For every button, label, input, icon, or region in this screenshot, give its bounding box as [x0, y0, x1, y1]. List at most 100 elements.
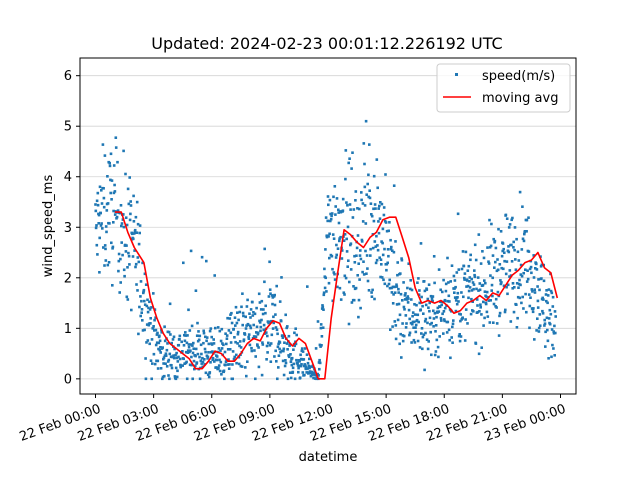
scatter-point — [432, 317, 436, 320]
scatter-point — [133, 230, 137, 233]
scatter-point — [395, 303, 399, 306]
scatter-point — [370, 291, 373, 294]
scatter-point — [336, 285, 339, 289]
scatter-point — [229, 331, 233, 335]
scatter-point — [334, 213, 337, 216]
scatter-point — [440, 303, 443, 307]
scatter-point — [376, 248, 380, 252]
scatter-point — [502, 247, 505, 251]
scatter-point — [113, 213, 117, 216]
scatter-point — [347, 322, 351, 326]
scatter-point — [393, 285, 396, 289]
scatter-point — [461, 316, 464, 319]
scatter-point — [286, 377, 290, 381]
scatter-point — [329, 219, 332, 223]
scatter-point — [542, 298, 545, 301]
scatter-point — [246, 360, 249, 363]
scatter-point — [246, 298, 249, 302]
scatter-point — [543, 318, 546, 322]
scatter-point — [362, 273, 366, 276]
scatter-point — [201, 356, 204, 360]
scatter-point — [168, 302, 172, 306]
scatter-point — [106, 202, 110, 205]
scatter-point — [424, 317, 428, 321]
scatter-point — [248, 324, 252, 328]
scatter-point — [424, 331, 427, 335]
scatter-point — [134, 265, 137, 269]
scatter-point — [252, 311, 255, 314]
scatter-point — [224, 360, 228, 364]
scatter-point — [543, 324, 546, 327]
scatter-point — [378, 204, 381, 208]
scatter-point — [134, 262, 138, 266]
scatter-point — [158, 348, 162, 352]
scatter-point — [531, 310, 535, 314]
scatter-point — [125, 244, 128, 247]
scatter-point — [204, 335, 207, 339]
scatter-point — [550, 291, 554, 295]
scatter-point — [512, 246, 515, 249]
scatter-point — [263, 247, 266, 251]
scatter-point — [386, 248, 390, 251]
scatter-point — [432, 255, 436, 258]
scatter-point — [418, 289, 421, 292]
scatter-point — [537, 326, 541, 330]
scatter-point — [234, 340, 237, 344]
scatter-point — [164, 352, 168, 355]
scatter-point — [496, 258, 499, 261]
scatter-point — [294, 342, 298, 346]
scatter-point — [254, 377, 257, 381]
scatter-point — [422, 312, 425, 315]
scatter-point — [241, 292, 244, 295]
scatter-point — [459, 319, 462, 323]
scatter-point — [470, 297, 473, 301]
scatter-point — [398, 313, 402, 317]
scatter-point — [194, 354, 197, 358]
scatter-point — [228, 317, 232, 320]
scatter-point — [396, 261, 399, 264]
scatter-point — [490, 283, 494, 287]
scatter-point — [100, 189, 103, 192]
scatter-point — [527, 250, 531, 253]
scatter-point — [225, 334, 229, 337]
scatter-point — [322, 291, 326, 294]
scatter-point — [376, 244, 379, 247]
scatter-point — [120, 222, 124, 225]
scatter-point — [545, 299, 548, 303]
scatter-point — [491, 254, 495, 257]
scatter-point — [318, 358, 321, 362]
scatter-point — [344, 177, 347, 181]
scatter-point — [145, 341, 148, 344]
scatter-point — [515, 326, 519, 329]
scatter-point — [546, 294, 550, 297]
scatter-point — [139, 280, 143, 283]
scatter-point — [269, 292, 272, 295]
scatter-point — [341, 209, 345, 212]
scatter-point — [519, 263, 523, 267]
scatter-point — [119, 281, 122, 284]
scatter-point — [404, 314, 408, 317]
scatter-point — [501, 242, 505, 245]
scatter-point — [332, 237, 336, 240]
scatter-point — [384, 173, 387, 176]
scatter-point — [447, 294, 451, 298]
scatter-point — [500, 281, 503, 284]
scatter-point — [422, 280, 426, 283]
scatter-point — [370, 295, 374, 298]
scatter-point — [301, 371, 305, 374]
scatter-point — [550, 328, 554, 331]
scatter-point — [220, 347, 224, 350]
scatter-point — [131, 232, 134, 236]
scatter-point — [392, 250, 396, 254]
scatter-point — [302, 364, 306, 368]
scatter-point — [174, 366, 178, 370]
scatter-point — [394, 337, 398, 341]
scatter-point — [381, 253, 385, 257]
scatter-point — [305, 371, 308, 374]
scatter-point — [535, 262, 538, 266]
scatter-point — [232, 357, 236, 361]
scatter-point — [421, 335, 425, 339]
scatter-point — [143, 303, 147, 306]
scatter-point — [300, 347, 304, 350]
scatter-point — [100, 202, 104, 205]
